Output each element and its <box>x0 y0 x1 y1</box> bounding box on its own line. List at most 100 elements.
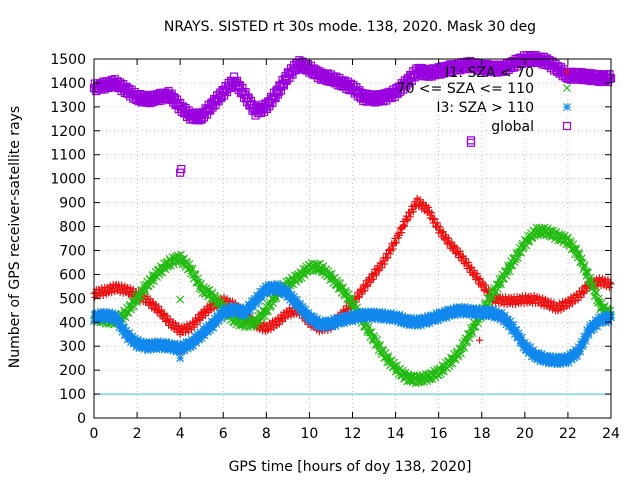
y-tick-label: 1400 <box>50 76 86 92</box>
point-sza-lt-70 <box>425 203 433 211</box>
y-tick-label: 1000 <box>50 172 86 188</box>
point-sza-lt-70 <box>409 208 417 216</box>
point-sza-lt-70 <box>456 247 464 255</box>
legend-label-sza-70-110: 70 <= SZA <= 110 <box>397 81 534 97</box>
x-tick-label: 14 <box>387 426 405 442</box>
point-sza-lt-70 <box>386 250 394 258</box>
point-sza-lt-70 <box>107 284 115 292</box>
y-tick-label: 200 <box>59 363 86 379</box>
point-sza-lt-70 <box>413 194 421 202</box>
point-sza-lt-70 <box>220 293 228 301</box>
x-axis-label: GPS time [hours of doy 138, 2020] <box>229 459 472 475</box>
point-sza-lt-70 <box>275 315 283 323</box>
x-tick-label: 18 <box>473 426 491 442</box>
point-sza-lt-70 <box>577 293 585 301</box>
outlier-point-sza-lt-70 <box>476 336 484 344</box>
point-sza-lt-70 <box>514 298 522 306</box>
point-sza-lt-70 <box>93 291 101 299</box>
point-sza-lt-70 <box>462 255 470 263</box>
chart-title: NRAYS. SISTED rt 30s mode. 138, 2020. Ma… <box>164 19 536 35</box>
y-tick-label: 0 <box>77 411 86 427</box>
series-sza-70-110 <box>90 223 615 388</box>
point-sza-lt-70 <box>524 293 532 301</box>
legend-label-sza-lt-70: I1: SZA < 70 <box>445 65 534 81</box>
point-sza-lt-70 <box>112 282 120 290</box>
point-sza-lt-70 <box>361 287 369 295</box>
point-sza-lt-70 <box>401 222 409 230</box>
point-sza-lt-70 <box>436 223 444 231</box>
point-sza-lt-70 <box>400 221 408 229</box>
point-sza-lt-70 <box>495 294 503 302</box>
data-series <box>89 50 616 388</box>
y-tick-label: 300 <box>59 339 86 355</box>
x-tick-label: 4 <box>176 426 185 442</box>
point-sza-lt-70 <box>286 308 294 316</box>
point-sza-lt-70 <box>158 306 166 314</box>
y-tick-label: 800 <box>59 220 86 236</box>
point-sza-lt-70 <box>146 295 154 303</box>
point-sza-lt-70 <box>507 294 515 302</box>
x-tick-label: 12 <box>344 426 362 442</box>
x-tick-label: 8 <box>262 426 271 442</box>
y-tick-label: 700 <box>59 243 86 259</box>
x-tick-label: 22 <box>559 426 577 442</box>
point-sza-lt-70 <box>278 317 286 325</box>
point-sza-lt-70 <box>482 281 490 289</box>
point-sza-lt-70 <box>108 289 116 297</box>
point-sza-lt-70 <box>554 307 562 315</box>
point-sza-lt-70 <box>431 215 439 223</box>
point-sza-70-110 <box>133 298 142 306</box>
point-sza-lt-70 <box>163 312 171 320</box>
y-tick-label: 400 <box>59 315 86 331</box>
legend-marker-sza-gt-110 <box>563 103 571 111</box>
point-sza-lt-70 <box>473 270 481 278</box>
point-sza-lt-70 <box>605 284 613 292</box>
outlier-point-sza-gt-110 <box>176 354 185 363</box>
x-tick-label: 16 <box>430 426 448 442</box>
x-tick-label: 6 <box>219 426 228 442</box>
point-sza-lt-70 <box>547 297 555 305</box>
point-sza-lt-70 <box>372 271 380 279</box>
point-sza-lt-70 <box>398 229 406 237</box>
point-sza-lt-70 <box>406 213 414 221</box>
y-tick-label: 1200 <box>50 124 86 140</box>
point-sza-lt-70 <box>207 306 215 314</box>
point-sza-lt-70 <box>202 312 210 320</box>
x-tick-label: 2 <box>133 426 142 442</box>
y-tick-label: 1100 <box>50 148 86 164</box>
point-sza-lt-70 <box>182 329 190 337</box>
point-sza-70-110 <box>124 309 133 317</box>
point-sza-lt-70 <box>384 254 392 262</box>
point-sza-lt-70 <box>465 259 473 267</box>
point-sza-lt-70 <box>366 278 374 286</box>
point-sza-lt-70 <box>557 306 565 314</box>
y-tick-label: 1500 <box>50 52 86 68</box>
point-sza-lt-70 <box>289 309 297 317</box>
point-sza-lt-70 <box>125 289 133 297</box>
x-tick-label: 0 <box>90 426 99 442</box>
point-sza-lt-70 <box>476 274 484 282</box>
point-sza-lt-70 <box>428 209 436 217</box>
point-sza-lt-70 <box>193 320 201 328</box>
point-sza-lt-70 <box>511 297 519 305</box>
point-sza-lt-70 <box>369 275 377 283</box>
point-sza-lt-70 <box>433 219 441 227</box>
point-sza-lt-70 <box>190 323 198 331</box>
point-sza-lt-70 <box>148 299 156 307</box>
point-sza-lt-70 <box>525 299 533 307</box>
x-tick-label: 24 <box>602 426 620 442</box>
point-sza-lt-70 <box>598 276 606 284</box>
y-tick-label: 1300 <box>50 100 86 116</box>
legend-label-sza-gt-110: I3: SZA > 110 <box>436 100 534 116</box>
point-sza-lt-70 <box>378 264 386 272</box>
y-tick-label: 500 <box>59 291 86 307</box>
point-sza-lt-70 <box>403 217 411 225</box>
point-sza-lt-70 <box>562 303 570 311</box>
y-axis-label: Number of GPS receiver-satellite rays <box>7 106 23 368</box>
point-sza-lt-70 <box>539 294 547 302</box>
legend-label-global: global <box>491 119 534 135</box>
y-tick-label: 900 <box>59 196 86 212</box>
y-tick-label: 100 <box>59 387 86 403</box>
point-sza-lt-70 <box>126 284 134 292</box>
